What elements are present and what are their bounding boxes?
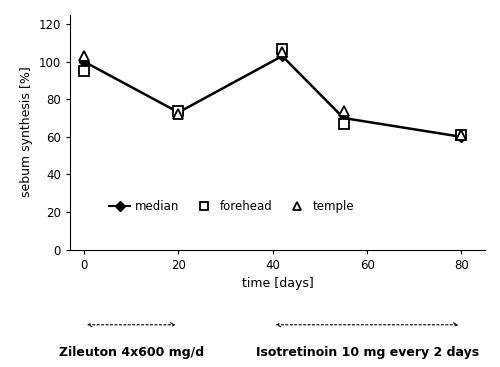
Text: Zileuton 4x600 mg/d: Zileuton 4x600 mg/d bbox=[58, 346, 204, 359]
X-axis label: time [days]: time [days] bbox=[242, 277, 314, 290]
Legend: median, forehead, temple: median, forehead, temple bbox=[109, 200, 354, 213]
Text: Isotretinoin 10 mg every 2 days: Isotretinoin 10 mg every 2 days bbox=[256, 346, 478, 359]
Y-axis label: sebum synthesis [%]: sebum synthesis [%] bbox=[20, 67, 33, 197]
